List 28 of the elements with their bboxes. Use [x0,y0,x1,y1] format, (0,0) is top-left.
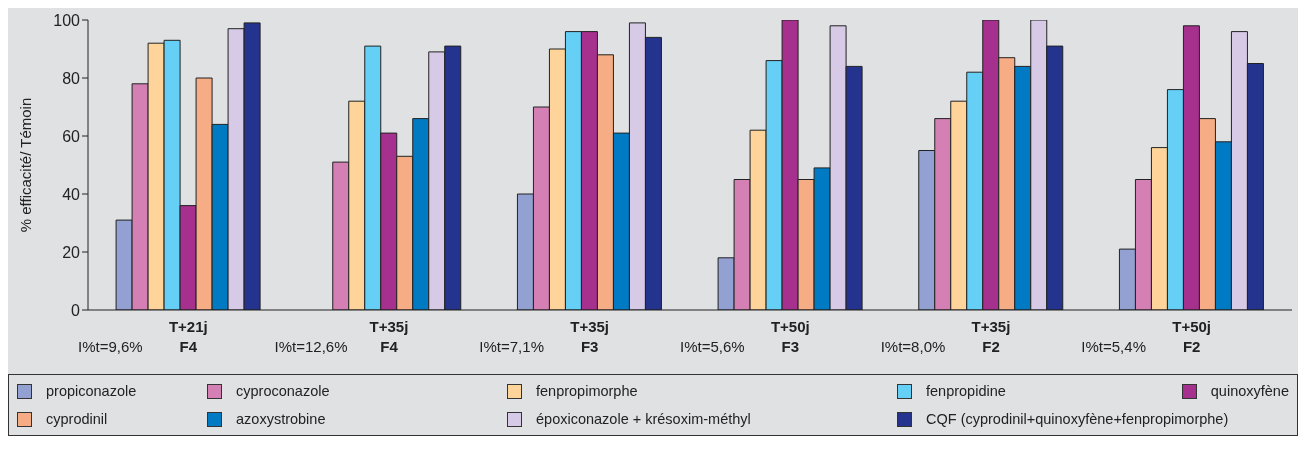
x-tick-label: T+50j F3 [770,318,810,355]
x-tick-label: T+35j F2 [971,318,1011,355]
legend-label: cyproconazole [236,383,330,399]
y-tick-label: 40 [62,185,81,203]
y-tick-label: 60 [62,127,81,145]
legend-label: propiconazole [46,383,137,399]
text: I%t=9,6% [78,338,143,355]
legend-label: fenpropimorphe [536,383,638,399]
x-tick-label: T+50j F2 [1172,318,1212,355]
text: I%t=5,6% [680,338,745,355]
text: I%t=7,1% [479,338,544,355]
legend-label: azoxystrobine [236,411,326,427]
y-tick-label: 0 [71,301,81,319]
text: I%t=5,4% [1081,338,1146,355]
y-tick-label: 100 [53,11,81,29]
x-tick-label: T+35j F4 [369,318,409,355]
y-axis-title: % efficacité/ Témoin [17,97,35,233]
legend-label: CQF (cyprodinil+quinoxyfène+fenpropimorphe) [926,411,1229,427]
y-tick-label: 80 [62,69,81,87]
legend-label: quinoxyfène [1210,383,1289,399]
text: I%t=8,0% [880,338,946,355]
y-tick-label: 20 [62,243,81,261]
legend-label: cyprodinil [46,411,108,427]
x-tick-label: T+35j F3 [570,318,610,355]
legend-label: époxiconazole + krésoxim-méthyl [536,411,751,427]
x-tick-label: T+21j F4 [168,318,208,355]
text: I%t=12,6% [274,338,348,355]
legend-label: fenpropidine [926,383,1006,399]
